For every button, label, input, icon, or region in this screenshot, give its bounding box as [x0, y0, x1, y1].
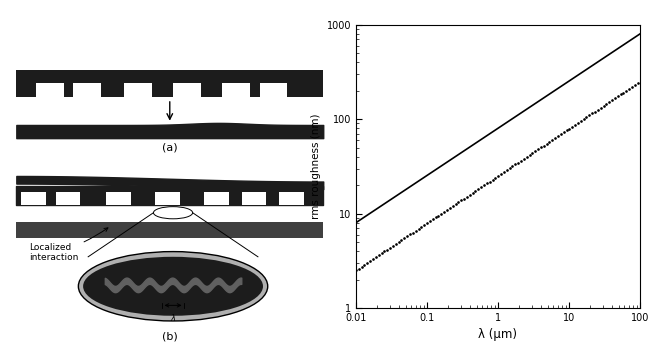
Bar	[16, 70, 323, 78]
Bar	[242, 192, 266, 205]
Bar	[16, 78, 323, 97]
Bar	[260, 82, 287, 97]
Bar	[56, 192, 80, 205]
X-axis label: λ (μm): λ (μm)	[479, 329, 517, 341]
Text: (a): (a)	[162, 142, 178, 152]
Bar	[222, 82, 250, 97]
Text: $\lambda$: $\lambda$	[170, 312, 176, 322]
Bar	[155, 192, 180, 205]
Ellipse shape	[83, 257, 263, 316]
Bar	[36, 82, 64, 97]
Bar	[74, 82, 101, 97]
Bar	[22, 192, 46, 205]
Bar	[16, 222, 323, 238]
Bar	[106, 192, 131, 205]
Text: (b): (b)	[162, 331, 178, 341]
Bar	[114, 264, 232, 274]
Text: Localized
interaction: Localized interaction	[29, 228, 108, 262]
Ellipse shape	[78, 252, 268, 321]
Bar	[204, 192, 229, 205]
Bar	[173, 82, 201, 97]
Bar	[124, 82, 152, 97]
Y-axis label: rms roughness (nm): rms roughness (nm)	[311, 114, 321, 219]
Bar	[279, 192, 304, 205]
